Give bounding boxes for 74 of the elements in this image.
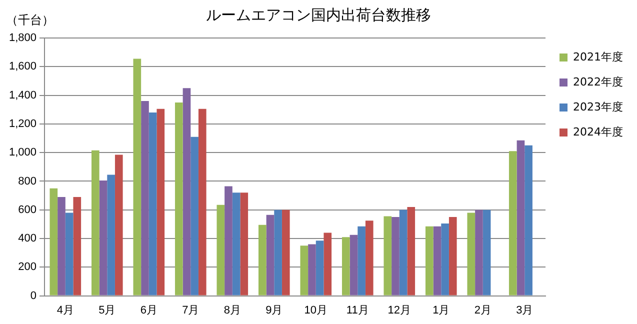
bar [425,226,434,296]
bar [282,210,290,296]
bar [133,58,142,296]
legend-label: 2024年度 [573,125,624,138]
x-tick-label: 10月 [304,304,328,316]
x-tick-label: 8月 [224,304,241,316]
bar [516,140,525,296]
x-tick-label: 7月 [182,304,200,316]
bar [148,112,157,296]
x-tick-label: 1月 [432,304,450,316]
y-tick-label: 400 [18,232,37,245]
bar [266,214,274,296]
bar [174,102,183,296]
bar [114,154,123,296]
bar [324,232,332,296]
bar [190,136,198,296]
bar [58,196,66,296]
bar [358,226,366,296]
x-tick-label: 6月 [140,304,158,316]
bar [384,216,392,296]
bar [274,210,282,296]
y-tick-label: 0 [30,290,37,302]
chart-title: ルームエアコン国内出荷台数推移 [206,6,431,24]
bar [224,186,232,296]
bar [232,192,240,296]
y-axis-title: （千台） [6,12,54,29]
bar [65,212,74,296]
bar [300,246,308,296]
bar [258,224,266,296]
y-tick-label: 800 [18,175,37,188]
y-tick-label: 1,600 [8,60,37,73]
y-tick-label: 600 [18,204,37,216]
x-tick-label: 3月 [516,304,534,316]
bar [482,210,491,296]
bar [156,108,165,296]
y-tick-label: 200 [18,261,37,274]
bar [448,217,457,296]
bar [407,207,416,296]
legend-label: 2021年度 [573,50,624,64]
bar [182,88,191,296]
x-tick-label: 12月 [388,304,412,316]
y-tick-label: 1,800 [8,32,37,44]
bar [99,180,108,296]
y-tick-label: 1,200 [8,118,37,130]
bar [467,212,476,296]
bar [316,240,324,296]
bar [433,226,442,296]
x-tick-label: 11月 [346,304,369,316]
y-tick-label: 1,400 [8,89,37,102]
bar [524,145,532,296]
bar [365,220,374,296]
bar [308,244,316,296]
legend-label: 2023年度 [573,100,624,114]
x-tick-label: 9月 [266,304,283,316]
bar [350,234,358,296]
bar [50,188,58,296]
legend-label: 2022年度 [573,75,624,88]
y-tick-label: 1,000 [8,146,37,159]
bar [240,192,248,296]
bar [216,204,225,296]
bar [475,210,483,296]
bar [198,108,206,296]
x-tick-label: 5月 [98,304,116,316]
bar [441,223,449,296]
bar [508,151,517,296]
bar [392,217,400,296]
bar [141,101,149,296]
x-tick-label: 4月 [56,304,74,316]
x-tick-label: 2月 [474,304,492,316]
bar [107,174,115,296]
bar [399,210,408,296]
bar [91,150,100,296]
bar [342,237,350,296]
bar [73,196,82,296]
